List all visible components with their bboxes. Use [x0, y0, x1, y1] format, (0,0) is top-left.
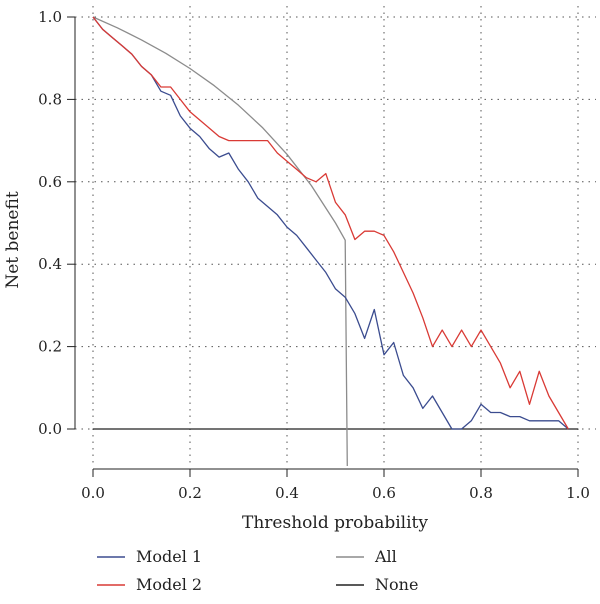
axes	[74, 17, 578, 470]
series-line-model-2	[92, 16, 569, 430]
y-tick-label: 0.2	[38, 338, 62, 356]
x-tick-label: 0.2	[178, 484, 202, 502]
y-tick-label: 0.4	[38, 255, 62, 273]
legend-label-model-2: Model 2	[136, 575, 202, 594]
x-tick-label: 0.6	[372, 484, 396, 502]
series-lines	[92, 16, 578, 466]
legend-label-all: All	[374, 547, 397, 566]
legend-label-none: None	[375, 575, 418, 594]
y-tick-label: 0.8	[38, 90, 62, 108]
series-line-model-1	[92, 16, 569, 430]
y-tick-label: 1.0	[38, 8, 62, 26]
y-tick-label: 0.6	[38, 173, 62, 191]
legend-label-model-1: Model 1	[136, 547, 202, 566]
x-tick-label: 0.8	[469, 484, 493, 502]
series-line-all	[92, 16, 348, 466]
grid-lines	[75, 6, 596, 466]
x-tick-label: 1.0	[566, 484, 590, 502]
y-axis-label: Net benefit	[3, 191, 23, 288]
legend: Model 1 Model 2 All None	[97, 547, 418, 594]
y-tick-label: 0.0	[38, 420, 62, 438]
x-tick-label: 0.0	[81, 484, 105, 502]
tick-labels: 0.0 0.2 0.4 0.6 0.8 1.0 0.0 0.2 0.4 0.6 0.8 1.0	[38, 8, 590, 502]
x-tick-label: 0.4	[275, 484, 299, 502]
x-axis-label: Threshold probability	[242, 513, 428, 533]
